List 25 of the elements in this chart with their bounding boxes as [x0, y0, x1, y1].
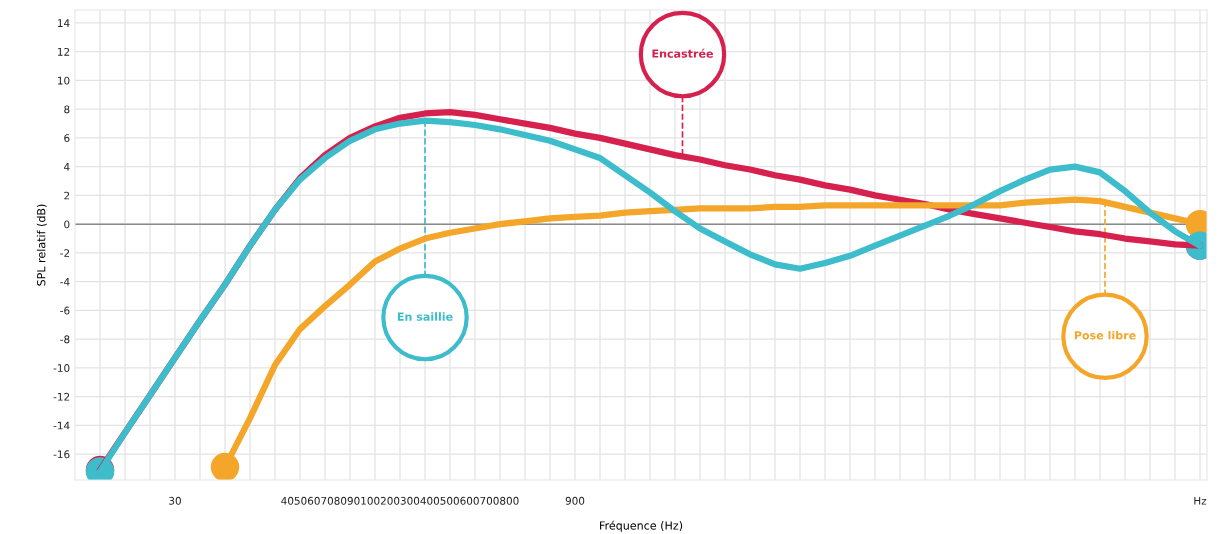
- y-tick-label: -6: [60, 306, 70, 315]
- x-tick-label: 900: [565, 496, 585, 505]
- y-tick-label: 4: [64, 163, 70, 171]
- y-tick-label: 6: [64, 134, 70, 143]
- y-tick-label: -2: [60, 249, 70, 257]
- y-tick-label: 2: [64, 191, 70, 200]
- y-tick-label: -12: [53, 392, 70, 401]
- y-tick-label: 0: [64, 220, 70, 229]
- y-tick-label: -16: [53, 450, 70, 459]
- y-tick-label: -10: [53, 364, 70, 372]
- y-tick-label: -14: [53, 421, 70, 430]
- y-axis-title: SPL relatif (dB): [36, 204, 47, 286]
- y-tick-label: -8: [60, 335, 70, 344]
- y-tick-label: 12: [58, 47, 70, 56]
- y-tick-label: 8: [64, 105, 70, 114]
- x-axis-title: Fréquence (Hz): [600, 520, 683, 532]
- text: Encastrée: [652, 48, 713, 58]
- text: En saillie: [397, 312, 453, 321]
- text: Pose libre: [1074, 330, 1136, 340]
- x-tick-label: 405060708090100200300400500600700800: [281, 496, 519, 505]
- y-tick-label: -4: [60, 278, 70, 286]
- x-tick-label: Hz: [1194, 496, 1207, 505]
- y-tick-label: 10: [58, 76, 70, 85]
- y-tick-label: 14: [58, 19, 70, 27]
- x-tick-label: 30: [169, 496, 181, 505]
